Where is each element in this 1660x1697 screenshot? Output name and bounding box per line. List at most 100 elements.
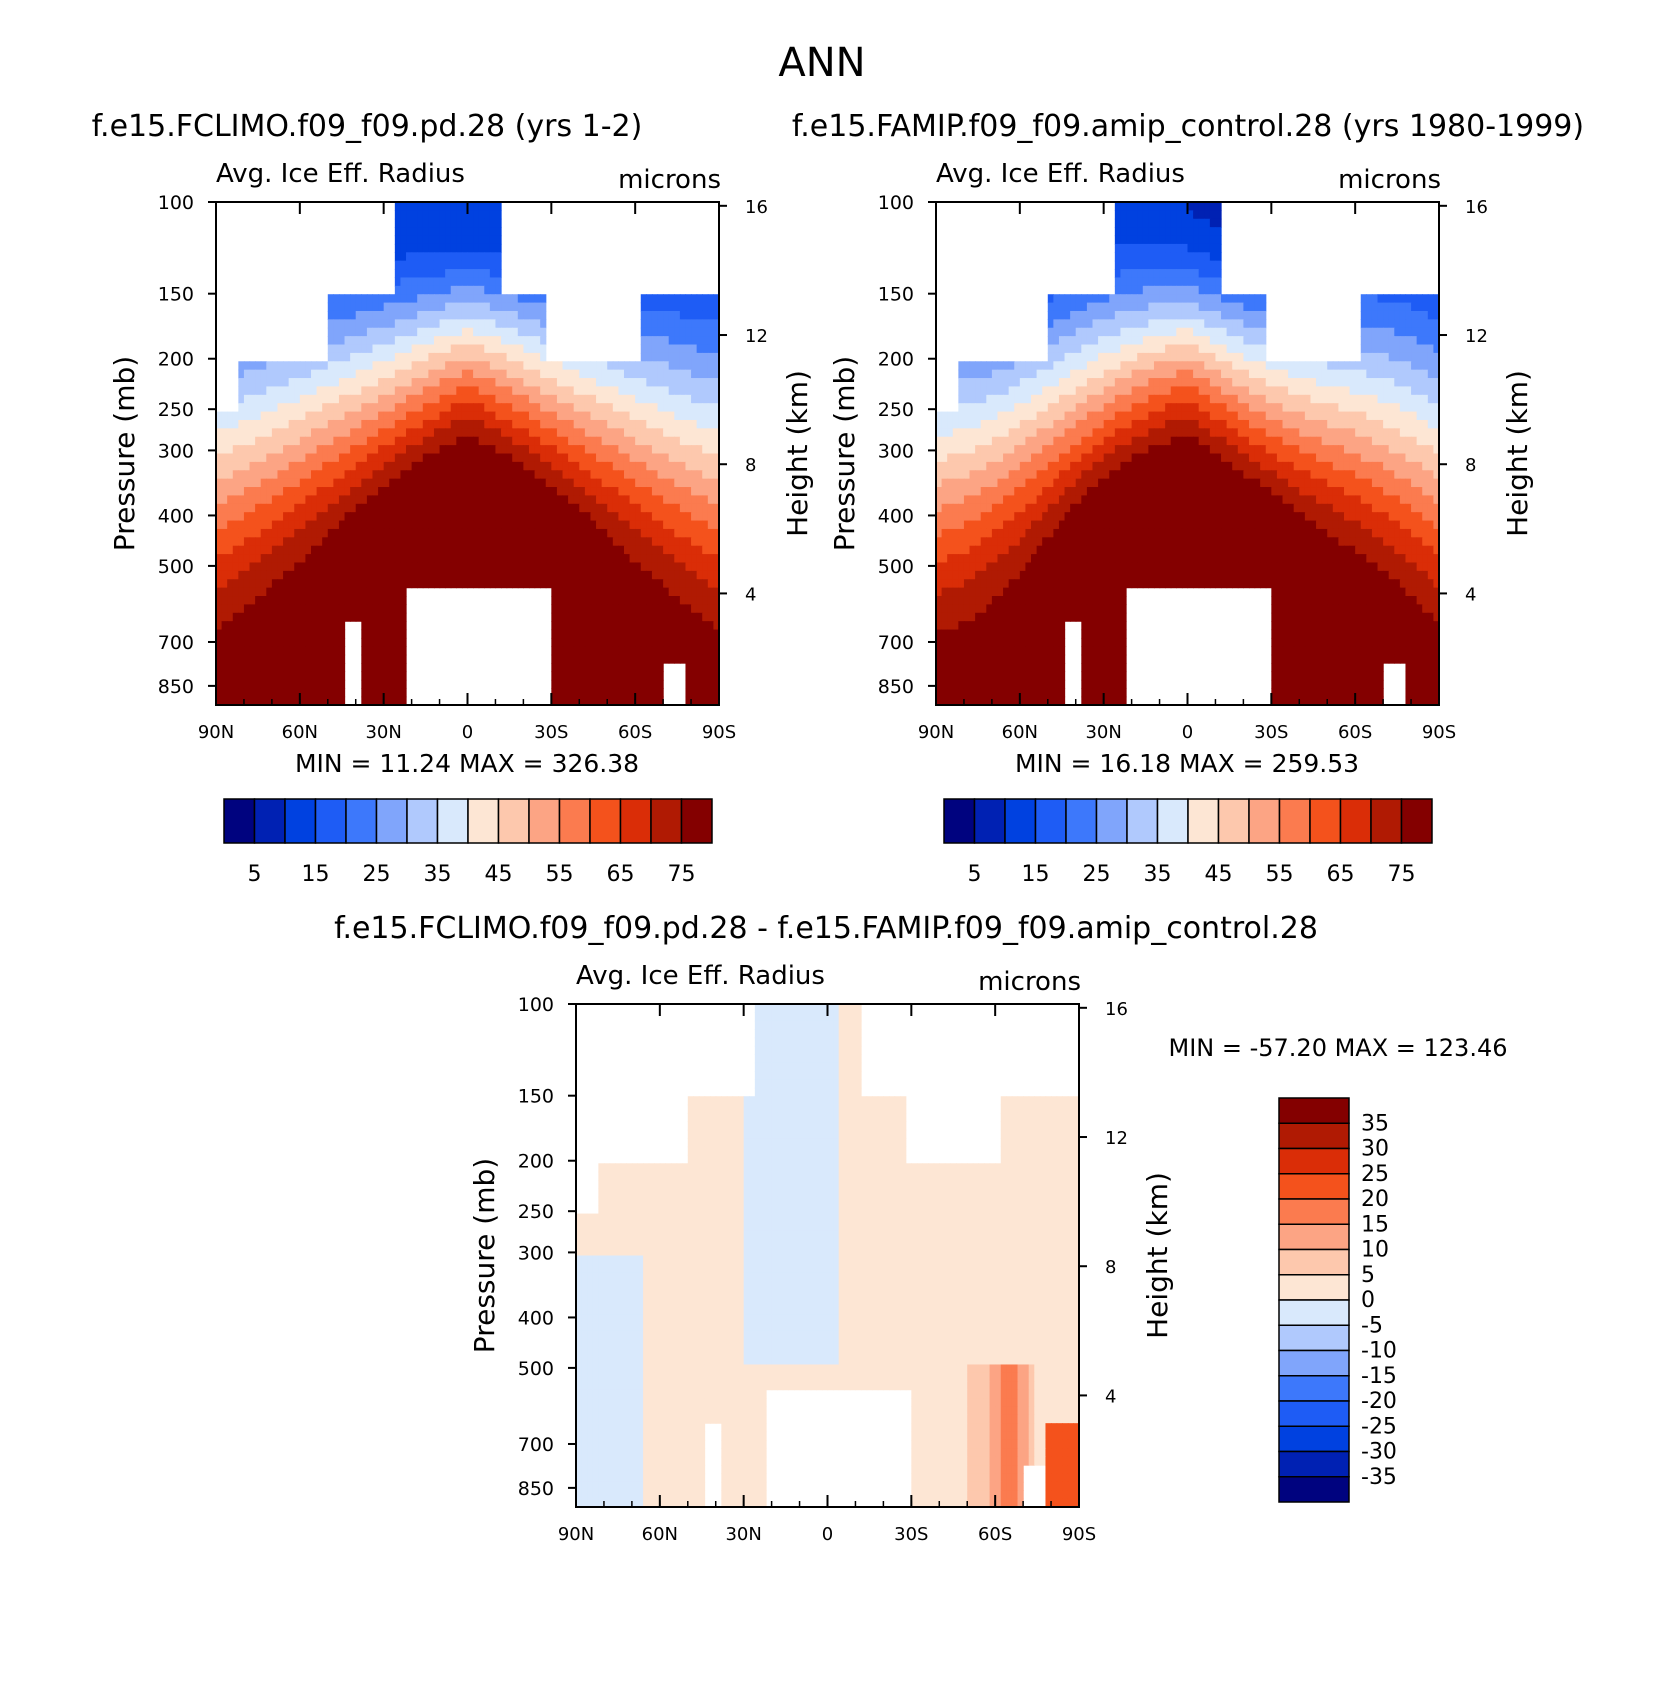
field-cell <box>651 554 659 564</box>
field-cell <box>623 487 631 497</box>
field-cell <box>1276 386 1284 396</box>
field-cell <box>685 436 692 446</box>
field-cell <box>1332 369 1339 379</box>
field-cell <box>534 453 541 463</box>
field-cell <box>696 612 703 622</box>
field-cell <box>1137 252 1144 262</box>
field-cell <box>568 629 575 639</box>
colorbar-label: 45 <box>485 862 513 887</box>
field-cell <box>478 436 485 446</box>
field-cell <box>489 537 497 547</box>
field-cell <box>651 520 659 530</box>
field-cell <box>590 386 597 396</box>
field-cell <box>562 537 569 547</box>
field-cell <box>361 344 368 354</box>
field-cell <box>1181 294 1189 304</box>
field-cell <box>299 403 307 413</box>
field-cell <box>417 269 424 279</box>
field-cell <box>540 394 547 404</box>
field-cell <box>528 570 536 580</box>
field-cell <box>1360 361 1367 371</box>
field-cell <box>562 587 569 597</box>
field-cell <box>713 487 720 497</box>
field-cell <box>288 436 295 446</box>
field-cell <box>322 554 329 564</box>
field-cell <box>400 436 407 446</box>
field-cell <box>517 470 524 480</box>
field-cell <box>355 411 362 421</box>
field-cell <box>271 663 279 673</box>
field-cell <box>361 310 368 320</box>
field-cell <box>316 545 323 555</box>
field-cell <box>1226 386 1233 396</box>
field-cell <box>623 663 631 673</box>
field-cell <box>657 562 664 572</box>
field-cell <box>433 243 441 253</box>
field-cell <box>534 327 541 337</box>
field-cell <box>651 310 659 320</box>
field-cell <box>640 587 647 597</box>
field-cell <box>305 403 312 413</box>
field-cell <box>394 663 402 673</box>
field-cell <box>473 428 480 438</box>
field-cell <box>255 629 262 639</box>
field-cell <box>540 445 547 455</box>
field-cell <box>668 637 675 647</box>
field-cell <box>417 386 424 396</box>
field-cell <box>489 277 497 287</box>
figure-title: ANN <box>778 40 865 86</box>
field-cell <box>685 478 692 488</box>
field-cell <box>1053 310 1060 320</box>
field-cell <box>372 495 379 505</box>
field-cell <box>411 378 418 388</box>
field-cell <box>640 369 647 379</box>
field-cell <box>590 436 597 446</box>
field-cell <box>249 361 256 371</box>
field-cell <box>394 436 402 446</box>
field-cell <box>596 587 603 597</box>
field-cell <box>299 378 307 388</box>
field-cell <box>406 445 413 455</box>
field-cell <box>635 679 642 689</box>
field-cell <box>528 470 536 480</box>
field-cell <box>512 361 519 371</box>
field-cell <box>713 629 720 639</box>
field-cell <box>702 654 709 664</box>
field-cell <box>227 453 234 463</box>
field-cell <box>691 336 698 346</box>
field-cell <box>439 243 446 253</box>
field-cell <box>1427 352 1435 362</box>
field-cell <box>568 528 575 538</box>
field-cell <box>445 419 452 429</box>
field-cell <box>283 436 290 446</box>
field-cell <box>1181 252 1189 262</box>
field-cell <box>372 386 379 396</box>
field-cell <box>1343 386 1351 396</box>
field-cell <box>495 352 502 362</box>
field-cell <box>528 310 536 320</box>
field-cell <box>428 269 435 279</box>
field-cell <box>445 403 452 413</box>
field-cell <box>523 369 530 379</box>
field-cell <box>646 470 653 480</box>
field-cell <box>238 512 245 522</box>
field-cell <box>450 285 457 295</box>
field-cell <box>383 570 390 580</box>
field-cell <box>1025 378 1032 388</box>
field-cell <box>255 671 262 681</box>
field-cell <box>277 554 284 564</box>
field-cell <box>556 512 564 522</box>
field-cell <box>651 327 659 337</box>
field-cell <box>674 428 681 438</box>
field-cell <box>456 562 463 572</box>
field-cell <box>629 386 636 396</box>
field-cell <box>361 403 368 413</box>
field-cell <box>618 445 625 455</box>
field-cell <box>361 679 368 689</box>
field-cell <box>238 428 245 438</box>
field-cell <box>484 554 491 564</box>
field-cell <box>540 403 547 413</box>
field-cell <box>378 654 385 664</box>
field-cell <box>674 436 681 446</box>
field-cell <box>344 302 351 312</box>
